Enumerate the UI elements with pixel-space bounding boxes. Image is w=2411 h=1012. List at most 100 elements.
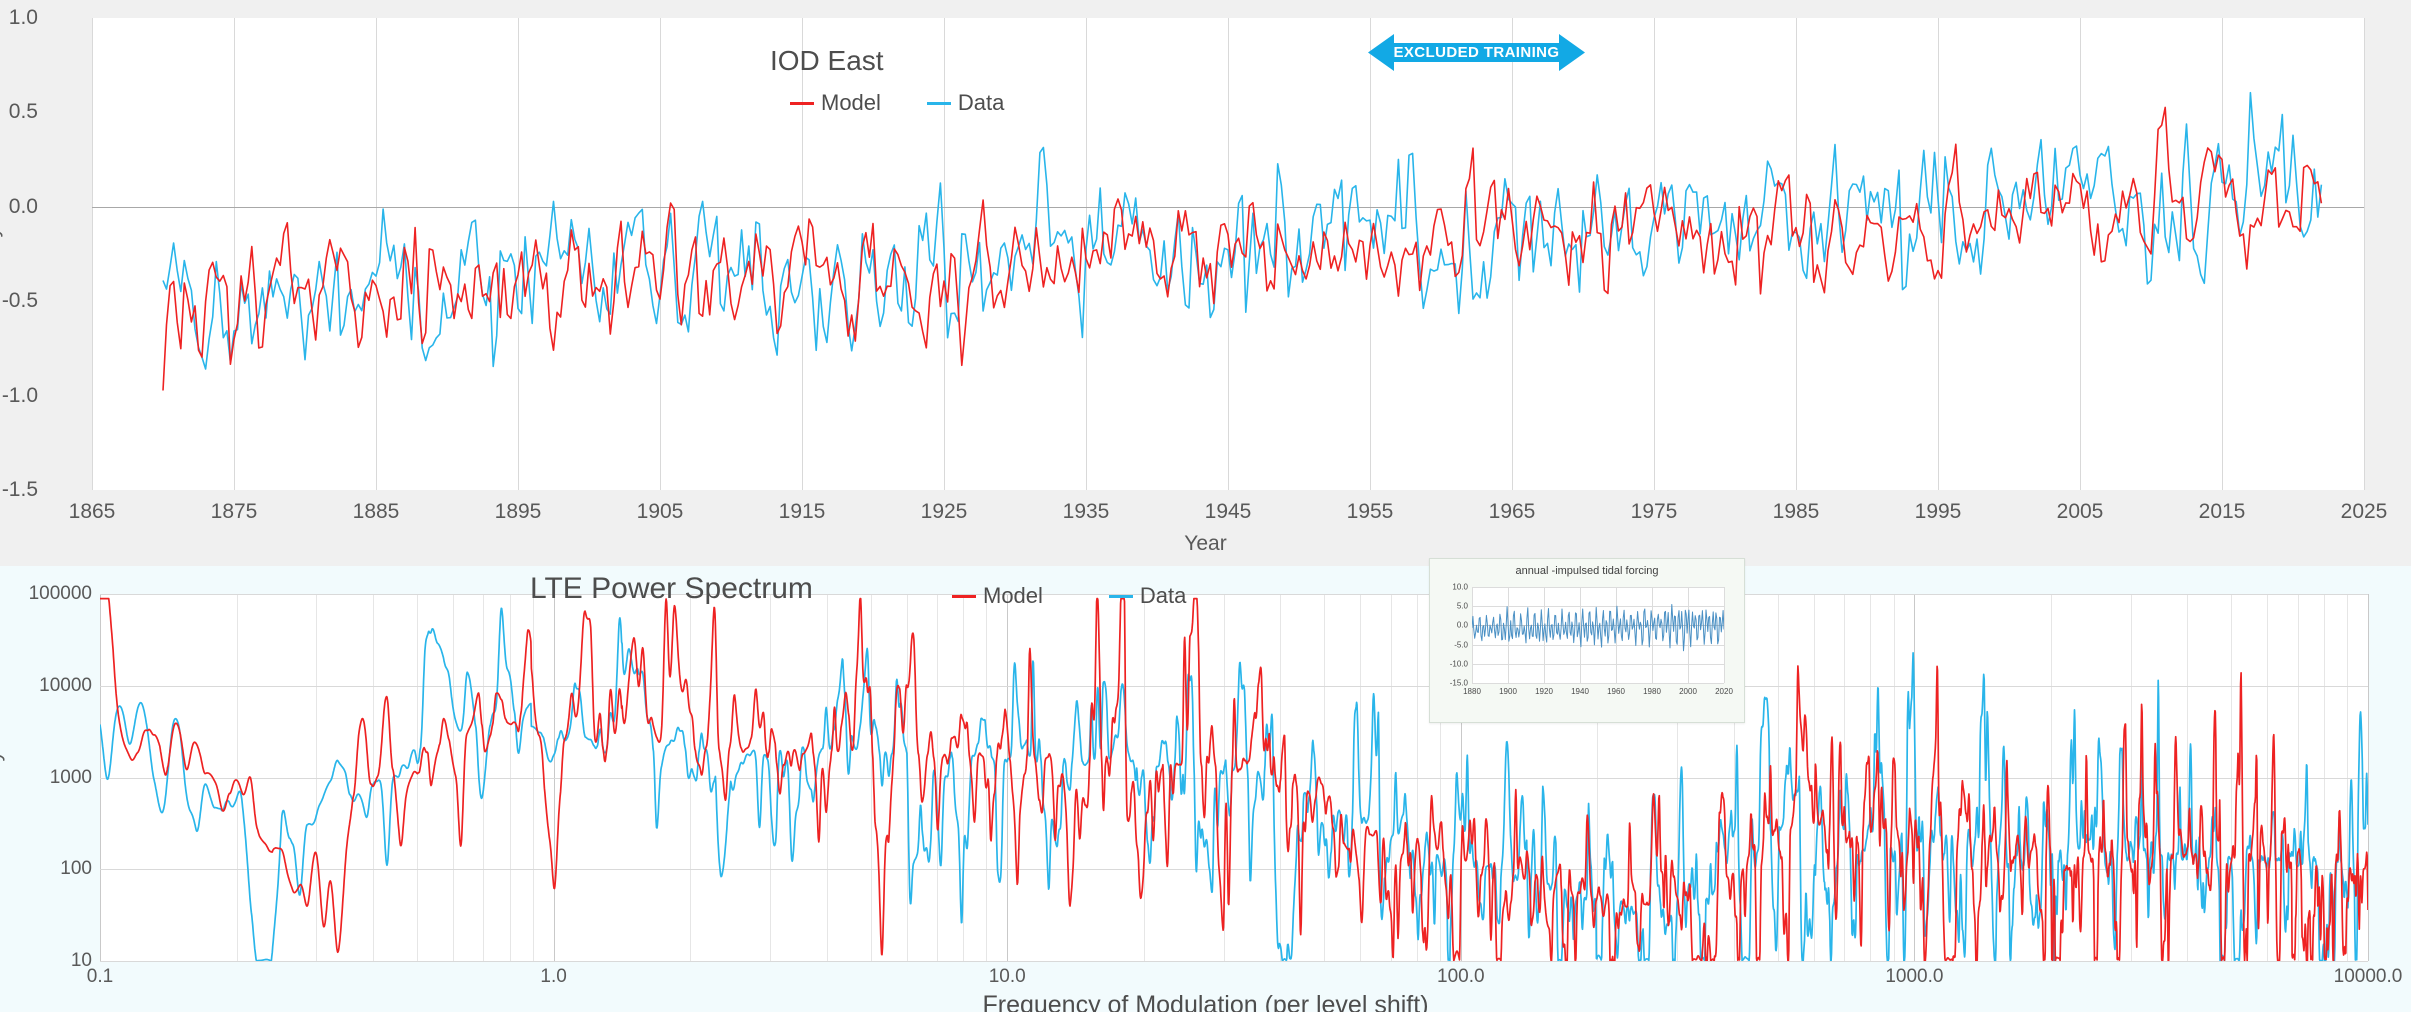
bottom-y-tick: 10000 <box>39 674 92 696</box>
bottom-gridline-v-minor <box>2231 594 2232 961</box>
bottom-gridline-v-minor <box>937 594 938 961</box>
top-x-tick: 1915 <box>778 500 826 523</box>
inset-x-tick: 1940 <box>1571 687 1589 696</box>
top-gridline-v <box>2080 18 2081 490</box>
top-x-tick: 1875 <box>210 500 258 523</box>
top-x-tick: 1955 <box>1346 500 1394 523</box>
inset-gridline-h <box>1472 587 1724 588</box>
top-x-tick: 1945 <box>1204 500 1252 523</box>
top-gridline-v <box>802 18 803 490</box>
bottom-gridline-v-major <box>2368 594 2369 961</box>
top-chart-title: IOD East <box>770 45 884 76</box>
bottom-gridline-h <box>100 778 2368 779</box>
bottom-gridline-v-minor <box>1734 594 1735 961</box>
bottom-y-tick: 100 <box>60 858 92 880</box>
top-y-tick: -1.0 <box>1 383 38 407</box>
bottom-panel: Intensity Frequency of Modulation (per l… <box>0 566 2411 1012</box>
bottom-gridline-v-minor <box>2051 594 2052 961</box>
inset-gridline-v <box>1688 587 1689 683</box>
top-legend-label-model: Model <box>821 90 881 115</box>
top-gridline-v <box>1938 18 1939 490</box>
inset-gridline-h <box>1472 645 1724 646</box>
top-x-tick: 2015 <box>2198 500 2246 523</box>
bottom-gridline-v-minor <box>237 594 238 961</box>
bottom-series-data-line <box>100 607 2368 961</box>
bottom-gridline-v-major <box>1007 594 1008 961</box>
inset-x-tick: 1900 <box>1499 687 1517 696</box>
bottom-gridline-v-minor <box>1870 594 1871 961</box>
bottom-series-svg <box>100 597 2368 961</box>
inset-gridline-v <box>1652 587 1653 683</box>
bottom-gridline-v-minor <box>986 594 987 961</box>
top-x-tick: 2025 <box>2340 500 2388 523</box>
bottom-legend-item-model[interactable]: Model <box>952 583 1043 609</box>
bottom-x-tick: 10000.0 <box>2333 966 2403 987</box>
bottom-gridline-v-minor <box>2324 594 2325 961</box>
inset-x-tick: 2000 <box>1679 687 1697 696</box>
bottom-gridline-v-minor <box>417 594 418 961</box>
bottom-gridline-v-minor <box>1324 594 1325 961</box>
bottom-gridline-v-minor <box>1844 594 1845 961</box>
inset-y-tick: -15.0 <box>1449 678 1468 688</box>
top-x-tick: 1985 <box>1772 500 1820 523</box>
top-gridline-v <box>1654 18 1655 490</box>
bottom-chart-title: LTE Power Spectrum <box>530 572 813 605</box>
inset-gridline-v <box>1580 587 1581 683</box>
inset-gridline-v <box>1616 587 1617 683</box>
top-gridline-v <box>2364 18 2365 490</box>
bottom-gridline-v-minor <box>483 594 484 961</box>
bottom-x-tick: 1.0 <box>540 966 567 987</box>
bottom-gridline-v-minor <box>2347 594 2348 961</box>
bottom-gridline-v-minor <box>690 594 691 961</box>
top-x-tick: 1925 <box>920 500 968 523</box>
inset-y-tick: 0.0 <box>1456 620 1468 630</box>
top-legend-item-model[interactable]: Model <box>790 90 881 116</box>
bottom-plot-area <box>100 594 2369 962</box>
bottom-x-tick: 0.1 <box>86 966 114 987</box>
inset-y-tick: -5.0 <box>1454 640 1468 650</box>
bottom-gridline-v-minor <box>2298 594 2299 961</box>
bottom-gridline-v-minor <box>1778 594 1779 961</box>
bottom-gridline-h <box>100 594 2368 595</box>
inset-gridline-v <box>1544 587 1545 683</box>
top-x-tick: 1935 <box>1062 500 1110 523</box>
bottom-x-tick: 100.0 <box>1437 966 1485 987</box>
top-x-tick: 2005 <box>2056 500 2104 523</box>
bottom-series-model-line <box>100 597 2368 961</box>
bottom-gridline-v-minor <box>1391 594 1392 961</box>
top-plot-area <box>92 18 2365 490</box>
top-y-tick: 1.0 <box>8 6 38 29</box>
bottom-legend-item-data[interactable]: Data <box>1108 583 1186 609</box>
bottom-gridline-v-minor <box>963 594 964 961</box>
top-gridline-v <box>1512 18 1513 490</box>
inset-y-tick: 10.0 <box>1452 582 1468 592</box>
bottom-gridline-v-minor <box>510 594 511 961</box>
inset-y-tick: 5.0 <box>1456 601 1468 611</box>
top-legend-item-data[interactable]: Data <box>926 90 1005 116</box>
top-x-tick: 1975 <box>1630 500 1678 523</box>
top-gridline-v <box>92 18 93 490</box>
inset-gridline-v <box>1472 587 1473 683</box>
top-x-tick: 1965 <box>1488 500 1536 523</box>
bottom-gridline-v-minor <box>1677 594 1678 961</box>
inset-gridline-h <box>1472 606 1724 607</box>
bottom-gridline-v-minor <box>1417 594 1418 961</box>
inset-series-line <box>1472 604 1724 652</box>
inset-x-tick: 1920 <box>1535 687 1553 696</box>
top-legend-label-data: Data <box>957 90 1005 115</box>
top-gridline-v <box>1796 18 1797 490</box>
inset-x-tick: 2020 <box>1715 687 1733 696</box>
double-arrow-icon <box>1368 34 1585 71</box>
bottom-gridline-v-minor <box>2267 594 2268 961</box>
inset-x-tick: 1980 <box>1643 687 1661 696</box>
bottom-gridline-v-minor <box>871 594 872 961</box>
bottom-x-axis-title: Frequency of Modulation (per level shift… <box>982 991 1429 1012</box>
bottom-gridline-v-minor <box>1597 594 1598 961</box>
top-y-tick: -1.5 <box>1 478 38 501</box>
bottom-legend-swatch-data <box>1108 594 1133 598</box>
bottom-gridline-v-minor <box>2131 594 2132 961</box>
inset-chart-panel[interactable]: annual -impulsed tidal forcing 10.0 5.0 0.… <box>1429 558 1745 723</box>
excluded-training-annotation: EXCLUDED TRAINING <box>1332 30 1621 75</box>
inset-x-tick: 1960 <box>1607 687 1625 696</box>
bottom-legend-label-model: Model <box>983 583 1043 608</box>
